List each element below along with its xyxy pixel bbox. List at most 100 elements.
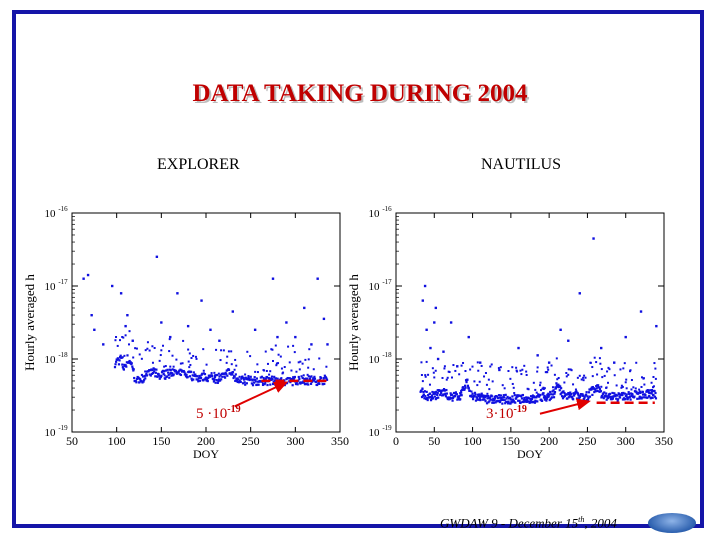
nautilus-data-point	[436, 391, 439, 395]
nautilus-outlier-point	[559, 328, 562, 331]
explorer-plot-frame	[71, 212, 341, 433]
nautilus-data-point	[508, 396, 512, 399]
nautilus-data-point	[519, 401, 522, 405]
nautilus-data-point	[625, 393, 628, 396]
explorer-data-point	[242, 378, 246, 381]
nautilus-data-point	[507, 370, 510, 373]
nautilus-data-point	[486, 392, 489, 395]
explorer-data-point	[250, 382, 253, 385]
nautilus-data-point	[529, 395, 532, 398]
nautilus-data-point	[625, 387, 628, 390]
explorer-data-point	[273, 379, 276, 382]
explorer-data-point	[197, 377, 200, 380]
nautilus-data-point	[488, 400, 491, 403]
nautilus-data-point	[546, 366, 549, 369]
explorer-data-point	[299, 382, 302, 385]
nautilus-data-point	[545, 397, 548, 400]
nautilus-data-point	[599, 390, 603, 393]
nautilus-data-point	[425, 390, 428, 393]
nautilus-data-point	[523, 396, 526, 400]
nautilus-data-point	[464, 386, 467, 389]
nautilus-threshold-arrow	[539, 398, 591, 415]
explorer-data-point	[238, 375, 241, 378]
explorer-data-point	[152, 367, 155, 370]
nautilus-data-point	[554, 387, 558, 390]
explorer-data-point	[256, 371, 259, 374]
explorer-outlier-point	[155, 255, 159, 258]
explorer-data-point	[264, 381, 267, 384]
nautilus-outlier-point	[425, 328, 428, 331]
nautilus-data-point	[630, 379, 633, 382]
nautilus-data-point	[596, 373, 599, 376]
nautilus-data-point	[466, 384, 470, 387]
explorer-data-point	[145, 374, 149, 377]
nautilus-data-point	[619, 368, 622, 371]
nautilus-data-point	[454, 391, 458, 394]
nautilus-data-point	[529, 397, 532, 400]
explorer-data-point	[247, 375, 250, 379]
nautilus-data-point	[570, 392, 573, 396]
nautilus-outlier-point	[449, 321, 453, 324]
nautilus-data-point	[445, 378, 448, 381]
nautilus-data-point	[491, 399, 494, 402]
explorer-data-point	[241, 382, 245, 385]
explorer-data-point	[283, 366, 286, 369]
nautilus-data-point	[648, 391, 651, 395]
nautilus-data-point	[654, 397, 658, 400]
explorer-outlier-point	[169, 335, 172, 339]
explorer-data-point	[246, 350, 249, 353]
explorer-data-point	[119, 354, 122, 357]
explorer-data-point	[157, 373, 160, 376]
explorer-data-point	[205, 363, 208, 366]
explorer-data-point	[194, 373, 197, 376]
explorer-data-point	[179, 368, 182, 371]
nautilus-data-point	[431, 367, 434, 370]
nautilus-data-point	[421, 380, 424, 383]
nautilus-data-point	[525, 396, 528, 399]
explorer-data-point	[198, 379, 202, 382]
explorer-data-point	[312, 379, 315, 382]
explorer-data-point	[251, 379, 254, 382]
nautilus-data-point	[421, 394, 425, 397]
explorer-data-point	[239, 380, 242, 383]
explorer-data-point	[203, 378, 206, 381]
nautilus-data-point	[450, 393, 454, 396]
nautilus-data-point	[469, 368, 472, 371]
explorer-data-point	[227, 368, 231, 372]
explorer-data-point	[155, 368, 158, 371]
nautilus-data-point	[566, 397, 569, 400]
explorer-data-point	[201, 372, 204, 375]
explorer-outlier-point	[209, 328, 212, 331]
nautilus-data-point	[593, 356, 596, 359]
explorer-data-point	[256, 383, 259, 386]
explorer-data-point	[117, 357, 120, 361]
explorer-data-point	[140, 380, 143, 383]
explorer-data-point	[170, 372, 174, 375]
nautilus-data-point	[446, 376, 449, 379]
nautilus-data-point	[621, 385, 624, 388]
nautilus-outlier-point	[578, 292, 581, 295]
explorer-data-point	[135, 381, 138, 384]
explorer-data-point	[115, 335, 118, 338]
nautilus-data-point	[629, 395, 632, 398]
nautilus-xtick-label: 50	[428, 434, 440, 448]
explorer-data-point	[297, 361, 300, 364]
nautilus-data-point	[506, 402, 510, 405]
nautilus-data-point	[451, 396, 455, 400]
nautilus-data-point	[525, 370, 528, 373]
nautilus-data-point	[560, 387, 563, 390]
explorer-data-point	[154, 371, 157, 374]
explorer-data-point	[169, 365, 172, 368]
nautilus-data-point	[576, 376, 579, 379]
explorer-data-point	[290, 369, 293, 372]
explorer-data-point	[272, 382, 275, 386]
nautilus-data-point	[567, 368, 570, 371]
explorer-data-point	[255, 383, 258, 387]
nautilus-data-point	[471, 392, 474, 395]
explorer-data-point	[245, 377, 248, 381]
nautilus-data-point	[473, 391, 477, 394]
nautilus-data-point	[585, 391, 588, 394]
explorer-data-point	[270, 375, 274, 378]
nautilus-data-point	[444, 392, 447, 395]
explorer-data-point	[124, 334, 127, 337]
